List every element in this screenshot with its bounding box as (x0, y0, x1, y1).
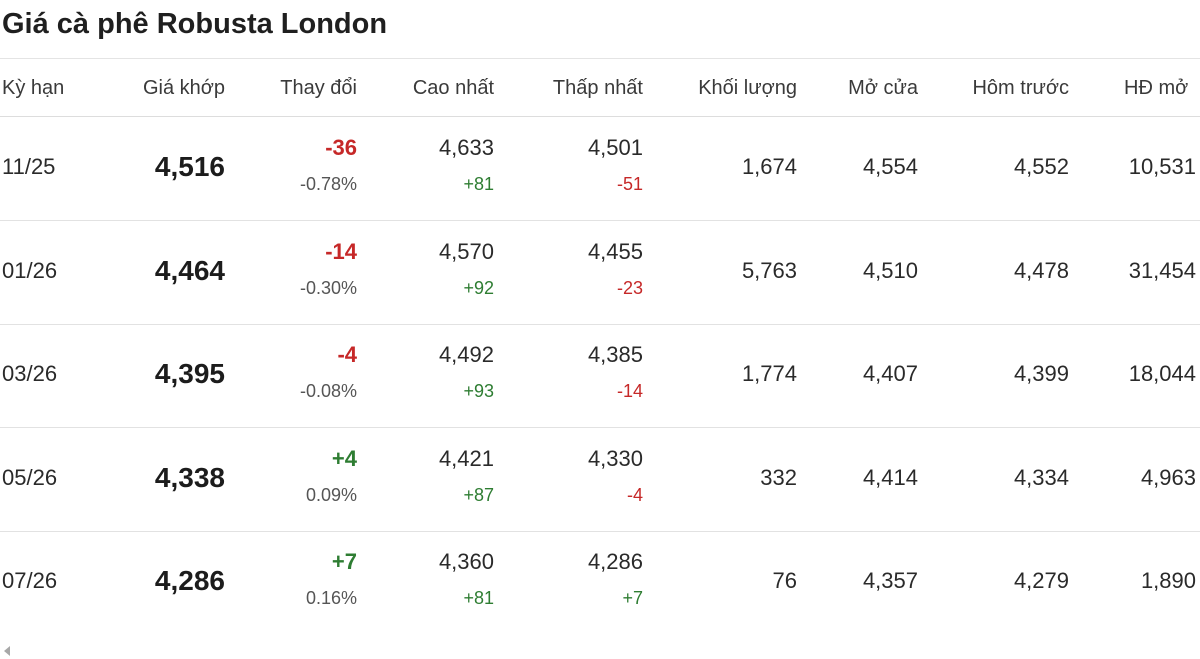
cell-term: 05/26 (2, 464, 58, 490)
cell-volume: 5,763 (741, 257, 797, 283)
table-row: 03/26 4,395 -4 -0.08% 4,492 +93 4,385 -14 1,774 4… (0, 324, 1200, 428)
cell-low: 4,455 (587, 238, 643, 264)
header-low: Thấp nhất (552, 77, 643, 99)
cell-term: 01/26 (2, 257, 58, 283)
cell-oi: 10,531 (1128, 154, 1196, 179)
cell-open: 4,407 (862, 361, 918, 386)
cell-change: -14 (325, 238, 357, 264)
table-row: 07/26 4,286 +7 0.16% 4,360 +81 4,286 +7 76 4,357 4… (0, 531, 1200, 634)
cell-oi: 4,963 (1140, 464, 1196, 490)
table-row: 05/26 4,338 +4 0.09% 4,421 +87 4,330 -4 332 4,414… (0, 428, 1200, 532)
cell-low-diff: -51 (616, 174, 643, 194)
cell-change-pct: -0.08% (299, 381, 357, 401)
cell-high: 4,421 (438, 445, 494, 471)
cell-oi: 1,890 (1140, 568, 1196, 593)
header-oi: HĐ mở (1124, 77, 1189, 99)
cell-term: 07/26 (2, 568, 58, 593)
cell-change: +7 (331, 549, 357, 574)
cell-prev: 4,334 (1013, 464, 1069, 490)
cell-high-diff: +92 (463, 277, 494, 298)
table-row: 11/25 4,516 -36 -0.78% 4,633 +81 4,501 -51 1,674… (0, 117, 1200, 221)
cell-low-diff: -4 (626, 484, 643, 505)
cell-volume: 332 (760, 464, 797, 490)
cell-low-diff: -23 (616, 277, 643, 298)
cell-low: 4,330 (587, 445, 643, 471)
cell-change: -36 (325, 135, 357, 160)
cell-high-diff: +93 (463, 381, 494, 401)
cell-change-pct: -0.78% (299, 174, 357, 194)
cell-price: 4,286 (154, 565, 225, 596)
cell-high: 4,492 (438, 342, 494, 367)
cell-high-diff: +81 (463, 174, 494, 194)
cell-low: 4,385 (587, 342, 643, 367)
cell-open: 4,357 (862, 568, 918, 593)
cell-open: 4,554 (862, 154, 918, 179)
table-row: 01/26 4,464 -14 -0.30% 4,570 +92 4,455 -23 5,763… (0, 221, 1200, 325)
cell-prev: 4,552 (1013, 154, 1069, 179)
page-title: Giá cà phê Robusta London (2, 8, 388, 40)
cell-high: 4,633 (438, 135, 494, 160)
cell-prev: 4,478 (1013, 257, 1069, 283)
table-header-row: Kỳ hạn Giá khớp Thay đổi Cao nhất Thấp n… (0, 59, 1200, 117)
cell-volume: 76 (772, 568, 797, 593)
cell-volume: 1,674 (741, 154, 797, 179)
cell-low: 4,286 (587, 549, 643, 574)
cell-term: 03/26 (2, 361, 58, 386)
cell-price: 4,516 (154, 151, 225, 182)
header-oi-clip: HĐ mở (1100, 59, 1200, 116)
header-change: Thay đổi (280, 77, 357, 99)
header-prev: Hôm trước (972, 77, 1069, 99)
cell-change-pct: -0.30% (299, 277, 357, 298)
chevron-left-icon[interactable] (4, 646, 10, 656)
header-term: Kỳ hạn (2, 77, 65, 99)
header-price: Giá khớp (142, 77, 225, 99)
price-table: Kỳ hạn Giá khớp Thay đổi Cao nhất Thấp n… (0, 58, 1200, 634)
cell-high: 4,360 (438, 549, 494, 574)
cell-low-diff: -14 (616, 381, 643, 401)
cell-open: 4,414 (862, 464, 918, 490)
cell-high-diff: +87 (463, 484, 494, 505)
cell-change: -4 (337, 342, 357, 367)
cell-low-diff: +7 (622, 588, 643, 608)
cell-oi: 18,044 (1128, 361, 1196, 386)
cell-high-diff: +81 (463, 588, 494, 608)
cell-term: 11/25 (2, 154, 56, 179)
cell-low: 4,501 (587, 135, 643, 160)
header-high: Cao nhất (412, 77, 494, 99)
cell-price: 4,464 (154, 254, 225, 286)
cell-change-pct: 0.16% (305, 588, 357, 608)
cell-oi: 31,454 (1128, 257, 1196, 283)
header-open: Mở cửa (848, 77, 918, 99)
header-volume: Khối lượng (698, 77, 797, 99)
cell-price: 4,395 (154, 358, 225, 389)
cell-change: +4 (331, 445, 357, 471)
cell-change-pct: 0.09% (305, 484, 357, 505)
cell-volume: 1,774 (741, 361, 797, 386)
cell-high: 4,570 (438, 238, 494, 264)
cell-prev: 4,279 (1013, 568, 1069, 593)
cell-prev: 4,399 (1013, 361, 1069, 386)
cell-open: 4,510 (862, 257, 918, 283)
horizontal-scrollbar[interactable] (0, 641, 1200, 659)
cell-price: 4,338 (154, 461, 225, 493)
